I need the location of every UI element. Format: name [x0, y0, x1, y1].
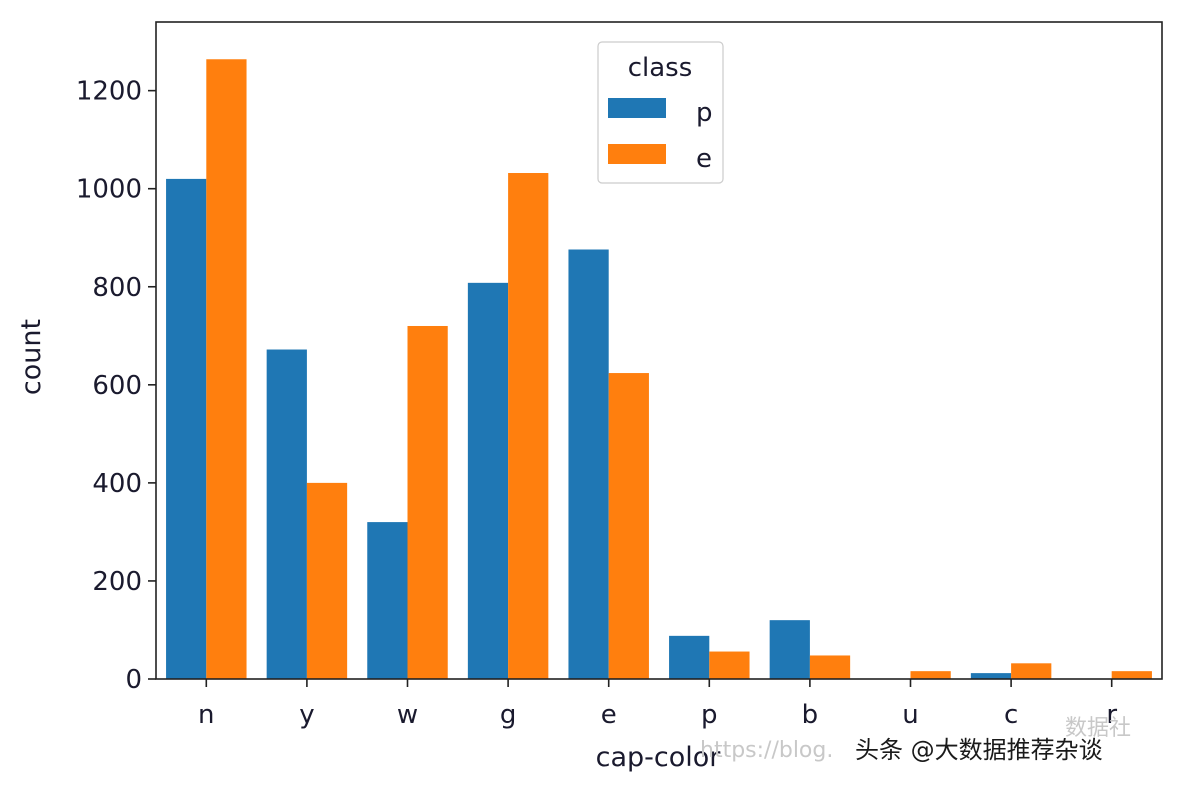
legend-label-p: p [696, 98, 713, 128]
bar-p-e [568, 249, 609, 679]
legend-title: class [628, 53, 693, 83]
watermark: https://blog. 数据社 头条 @大数据推荐杂谈 [700, 716, 1131, 764]
bar-e-u [910, 671, 951, 679]
y-axis: 0 200 400 600 800 1000 1200 [76, 77, 156, 695]
x-tick-label: g [500, 700, 517, 730]
bar-p-c [970, 673, 1012, 679]
legend-swatch-e [608, 144, 666, 164]
x-tick-label: b [802, 700, 819, 730]
watermark-main-text: 头条 @大数据推荐杂谈 [855, 736, 1103, 764]
legend-swatch-p [608, 98, 666, 118]
plot-frame [155, 21, 1163, 680]
bar-e-r [1111, 671, 1152, 679]
x-tick-label: c [1004, 700, 1018, 730]
bar-e-y [306, 482, 348, 679]
legend-label-e: e [696, 144, 712, 174]
bar-p-p [669, 635, 710, 679]
bar-e-g [508, 173, 549, 679]
bar-e-b [809, 655, 851, 679]
y-tick-label: 1200 [76, 77, 142, 107]
bar-e-p [709, 651, 750, 679]
y-tick-label: 400 [92, 469, 142, 499]
x-tick-label: w [397, 700, 418, 730]
bar-e-e [608, 373, 649, 679]
bar-e-c [1011, 663, 1052, 679]
y-tick-label: 0 [125, 665, 142, 695]
y-tick-label: 200 [92, 567, 142, 597]
y-tick-label: 600 [92, 371, 142, 401]
bar-e-n [206, 59, 247, 679]
bar-e-w [407, 325, 448, 679]
x-tick-label: n [198, 700, 214, 730]
bar-p-g [467, 282, 509, 679]
x-tick-label: u [902, 700, 918, 730]
legend: class p e [597, 41, 724, 184]
watermark-corner-text: 数据社 [1065, 716, 1131, 741]
x-axis-label: cap-color [596, 742, 722, 773]
y-tick-label: 800 [92, 273, 142, 303]
bar-p-n [166, 178, 207, 679]
y-axis-label: count [16, 319, 47, 395]
bar-p-y [266, 349, 307, 679]
bar-p-w [367, 522, 408, 679]
watermark-faint-text: https://blog. [700, 738, 833, 763]
y-tick-label: 1000 [76, 175, 142, 205]
x-tick-label: y [299, 700, 314, 730]
bars-group [166, 59, 1152, 679]
x-tick-label: r [1106, 700, 1117, 730]
bar-p-b [769, 620, 810, 679]
x-tick-label: p [701, 700, 718, 730]
x-tick-label: e [601, 700, 617, 730]
